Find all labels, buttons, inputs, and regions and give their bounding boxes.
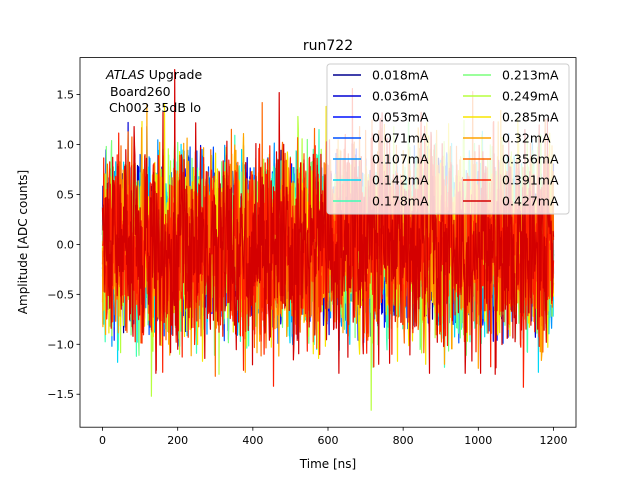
legend-label: 0.285mA bbox=[502, 110, 559, 125]
atlas-annotation: ATLAS Upgrade Board260 Ch002 35dB lo bbox=[105, 67, 202, 115]
x-tick-label: 1000 bbox=[464, 434, 492, 447]
legend-label: 0.071mA bbox=[372, 131, 429, 146]
chart-title: run722 bbox=[303, 38, 353, 54]
x-tick-label: 600 bbox=[318, 434, 339, 447]
legend-label: 0.142mA bbox=[372, 173, 429, 188]
legend-label: 0.018mA bbox=[372, 68, 429, 83]
legend-label: 0.356mA bbox=[502, 152, 559, 167]
y-tick-label: 1.5 bbox=[57, 89, 75, 102]
y-tick-label: 1.0 bbox=[57, 139, 75, 152]
x-axis-label: Time [ns] bbox=[299, 457, 356, 471]
legend-label: 0.036mA bbox=[372, 89, 429, 104]
x-tick-label: 1200 bbox=[539, 434, 567, 447]
y-axis: −1.5 −1.0 −0.5 0.0 0.5 1.0 1.5 bbox=[47, 89, 80, 401]
y-tick-label: 0.5 bbox=[57, 188, 75, 201]
legend-label: 0.249mA bbox=[502, 89, 559, 104]
annotation-atlas: ATLAS bbox=[105, 67, 145, 82]
legend-box bbox=[326, 63, 570, 215]
y-axis-label: Amplitude [ADC counts] bbox=[16, 170, 30, 314]
y-tick-label: −1.5 bbox=[47, 388, 74, 401]
legend-label: 0.32mA bbox=[502, 131, 551, 146]
y-tick-label: 0.0 bbox=[57, 238, 75, 251]
x-tick-label: 0 bbox=[99, 434, 106, 447]
legend-label: 0.053mA bbox=[372, 110, 429, 125]
annotation-channel: Ch002 35dB lo bbox=[109, 100, 201, 115]
legend-label: 0.427mA bbox=[502, 194, 559, 209]
legend-label: 0.107mA bbox=[372, 152, 429, 167]
x-axis: 0 200 400 600 800 1000 1200 bbox=[99, 427, 567, 447]
annotation-board: Board260 bbox=[110, 84, 171, 99]
legend-label: 0.391mA bbox=[502, 173, 559, 188]
y-tick-label: −0.5 bbox=[47, 288, 74, 301]
legend-label: 0.213mA bbox=[502, 68, 559, 83]
x-tick-label: 200 bbox=[167, 434, 188, 447]
x-tick-label: 400 bbox=[242, 434, 263, 447]
annotation-upgrade: Upgrade bbox=[149, 67, 203, 82]
x-tick-label: 800 bbox=[393, 434, 414, 447]
legend-label: 0.178mA bbox=[372, 194, 429, 209]
y-tick-label: −1.0 bbox=[47, 338, 74, 351]
legend: 0.018mA 0.036mA 0.053mA 0.071mA 0.107mA 0.142… bbox=[326, 63, 570, 215]
